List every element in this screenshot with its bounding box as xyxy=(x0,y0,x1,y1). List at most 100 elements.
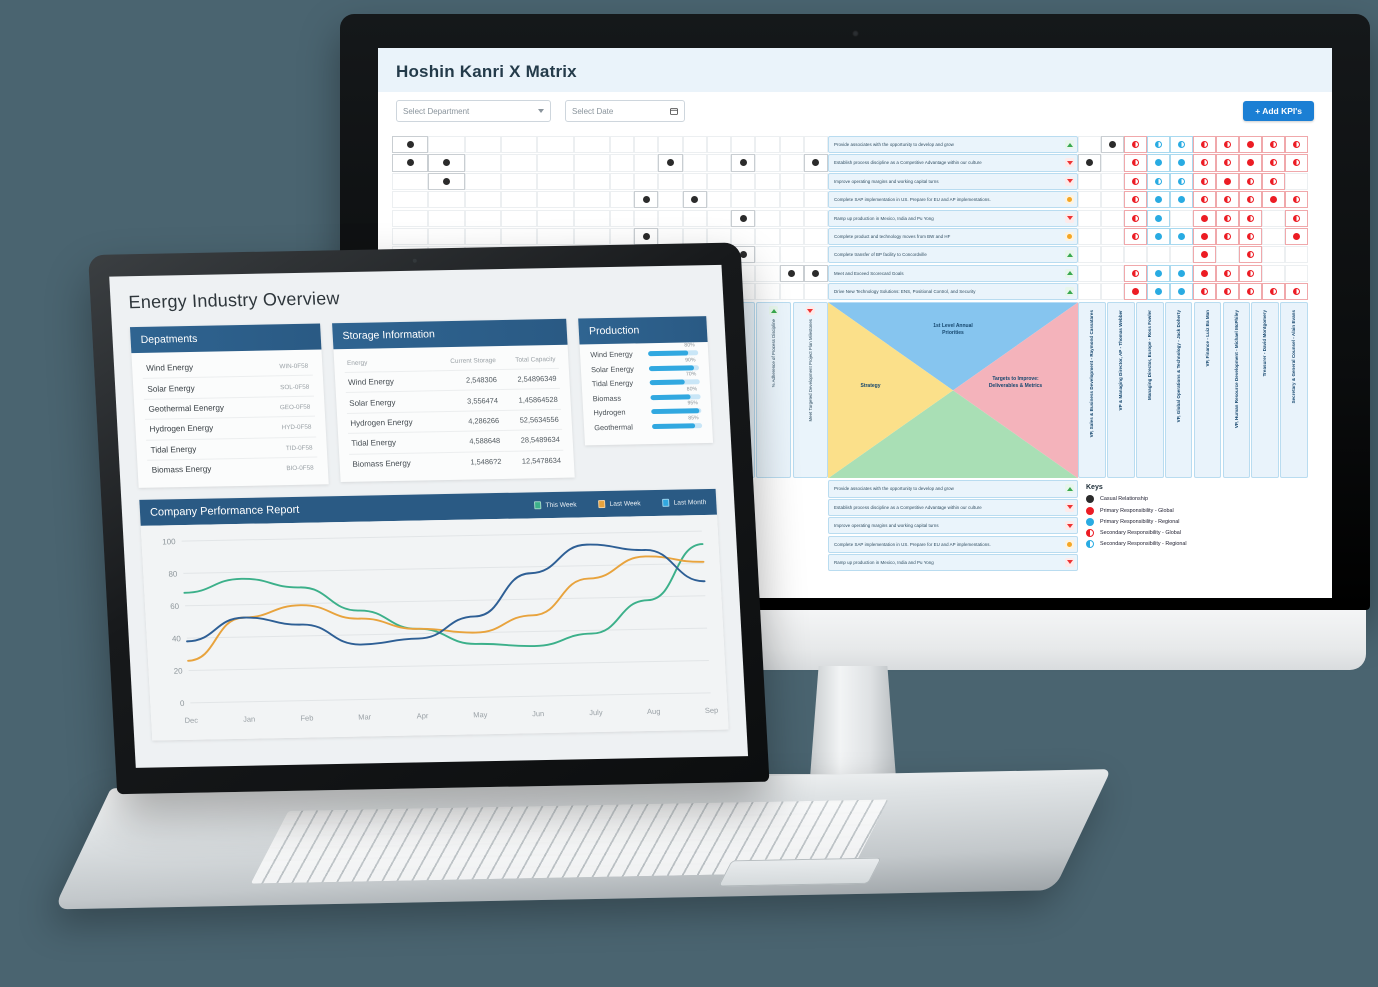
matrix-cell[interactable] xyxy=(731,136,756,154)
matrix-cell[interactable] xyxy=(610,154,635,172)
matrix-cell[interactable] xyxy=(658,191,683,209)
matrix-cell[interactable] xyxy=(1101,264,1124,282)
matrix-cell[interactable] xyxy=(1147,154,1170,172)
department-select[interactable]: Select Department xyxy=(396,100,551,122)
matrix-cell[interactable] xyxy=(464,191,501,209)
matrix-cell[interactable] xyxy=(428,136,465,154)
matrix-cell[interactable] xyxy=(392,227,429,246)
matrix-cell[interactable] xyxy=(1170,154,1193,172)
matrix-cell[interactable] xyxy=(392,191,429,209)
matrix-cell[interactable] xyxy=(1147,227,1170,246)
matrix-cell[interactable] xyxy=(682,154,707,172)
matrix-cell[interactable] xyxy=(755,227,780,246)
matrix-cell[interactable] xyxy=(779,283,804,301)
matrix-cell[interactable] xyxy=(1170,246,1193,264)
matrix-cell[interactable] xyxy=(1078,264,1101,282)
matrix-cell[interactable] xyxy=(1193,246,1216,264)
matrix-cell[interactable] xyxy=(682,136,707,154)
matrix-cell[interactable] xyxy=(1193,209,1216,227)
matrix-cell[interactable] xyxy=(573,191,610,209)
matrix-cell[interactable] xyxy=(464,172,501,190)
matrix-cell[interactable] xyxy=(1239,191,1262,209)
matrix-cell[interactable] xyxy=(1147,209,1170,227)
executive-column[interactable]: VP, Human Resource Development - Michael… xyxy=(1222,302,1251,479)
matrix-cell[interactable] xyxy=(634,227,659,246)
matrix-cell[interactable] xyxy=(779,191,804,209)
executive-column[interactable]: Secretary & General Counsel - Alain Evan… xyxy=(1280,302,1309,479)
matrix-cell[interactable] xyxy=(803,172,828,190)
matrix-cell[interactable] xyxy=(1193,227,1216,246)
matrix-cell[interactable] xyxy=(1285,283,1308,301)
matrix-cell[interactable] xyxy=(392,136,429,154)
matrix-cell[interactable] xyxy=(731,227,756,246)
objective-row[interactable]: Improve operating margins and working ca… xyxy=(828,172,1078,190)
matrix-cell[interactable] xyxy=(803,154,828,172)
matrix-cell[interactable] xyxy=(537,154,574,172)
matrix-cell[interactable] xyxy=(1193,191,1216,209)
executive-column[interactable]: Managing Director, Europe - Ross Fowler xyxy=(1135,302,1164,479)
matrix-cell[interactable] xyxy=(1285,246,1308,264)
matrix-cell[interactable] xyxy=(658,154,683,172)
objective-row[interactable]: Establish process discipline as a Compet… xyxy=(828,498,1078,516)
matrix-cell[interactable] xyxy=(1170,283,1193,301)
matrix-cell[interactable] xyxy=(1285,227,1308,246)
matrix-cell[interactable] xyxy=(1193,264,1216,282)
matrix-cell[interactable] xyxy=(755,191,780,209)
matrix-cell[interactable] xyxy=(537,191,574,209)
matrix-cell[interactable] xyxy=(1193,154,1216,172)
matrix-cell[interactable] xyxy=(779,172,804,190)
laptop-trackpad[interactable] xyxy=(718,857,882,887)
matrix-cell[interactable] xyxy=(1262,246,1285,264)
matrix-cell[interactable] xyxy=(1239,227,1262,246)
matrix-cell[interactable] xyxy=(731,172,756,190)
matrix-cell[interactable] xyxy=(1124,209,1147,227)
matrix-cell[interactable] xyxy=(755,283,780,301)
matrix-cell[interactable] xyxy=(1078,136,1101,154)
objective-row[interactable]: Provide associates with the opportunity … xyxy=(828,480,1078,498)
department-row[interactable]: Biomass Energy BIO-0F58 xyxy=(147,457,318,480)
matrix-cell[interactable] xyxy=(537,136,574,154)
matrix-cell[interactable] xyxy=(392,154,429,172)
matrix-cell[interactable] xyxy=(464,227,501,246)
matrix-cell[interactable] xyxy=(1124,227,1147,246)
matrix-cell[interactable] xyxy=(392,172,429,190)
matrix-cell[interactable] xyxy=(803,283,828,301)
matrix-cell[interactable] xyxy=(1101,209,1124,227)
matrix-cell[interactable] xyxy=(428,191,465,209)
matrix-cell[interactable] xyxy=(610,136,635,154)
matrix-cell[interactable] xyxy=(1193,172,1216,190)
legend-item[interactable]: Last Month xyxy=(662,498,706,508)
matrix-cell[interactable] xyxy=(658,136,683,154)
matrix-cell[interactable] xyxy=(803,246,828,264)
matrix-cell[interactable] xyxy=(1285,154,1308,172)
matrix-cell[interactable] xyxy=(428,154,465,172)
objective-row[interactable]: Improve operating margins and working ca… xyxy=(828,517,1078,535)
matrix-cell[interactable] xyxy=(803,136,828,154)
matrix-cell[interactable] xyxy=(1101,154,1124,172)
matrix-cell[interactable] xyxy=(634,172,659,190)
matrix-cell[interactable] xyxy=(500,227,538,246)
matrix-cell[interactable] xyxy=(1147,246,1170,264)
date-input[interactable]: Select Date xyxy=(565,100,685,122)
matrix-cell[interactable] xyxy=(1124,172,1147,190)
matrix-cell[interactable] xyxy=(1147,283,1170,301)
matrix-cell[interactable] xyxy=(1239,264,1262,282)
matrix-cell[interactable] xyxy=(428,172,465,190)
matrix-cell[interactable] xyxy=(1101,283,1124,301)
matrix-cell[interactable] xyxy=(1216,209,1239,227)
matrix-cell[interactable] xyxy=(500,191,538,209)
matrix-cell[interactable] xyxy=(706,209,732,227)
matrix-cell[interactable] xyxy=(1216,172,1239,190)
matrix-cell[interactable] xyxy=(1147,191,1170,209)
matrix-cell[interactable] xyxy=(1216,227,1239,246)
matrix-cell[interactable] xyxy=(682,172,707,190)
matrix-cell[interactable] xyxy=(500,136,538,154)
matrix-cell[interactable] xyxy=(779,264,804,282)
matrix-cell[interactable] xyxy=(779,209,804,227)
matrix-cell[interactable] xyxy=(803,191,828,209)
matrix-cell[interactable] xyxy=(610,227,635,246)
objective-row[interactable]: Establish process discipline as a Compet… xyxy=(828,154,1078,172)
objective-row[interactable]: Complete product and technology moves fr… xyxy=(828,227,1078,246)
matrix-cell[interactable] xyxy=(634,191,659,209)
matrix-cell[interactable] xyxy=(573,209,610,227)
